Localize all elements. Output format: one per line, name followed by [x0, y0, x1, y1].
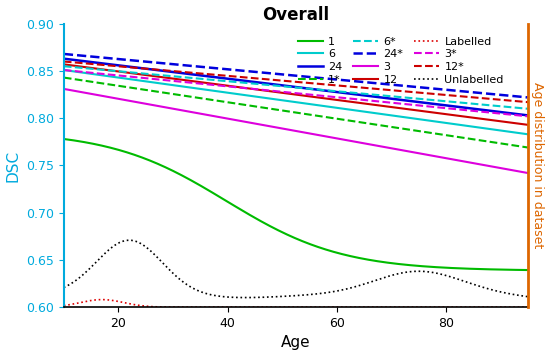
Title: Overall: Overall	[262, 6, 329, 23]
X-axis label: Age: Age	[281, 335, 311, 350]
Y-axis label: DSC: DSC	[6, 150, 20, 182]
Legend: 1, 6, 24, 1*, 6*, 24*, 3, 12, Labelled, 3*, 12*, Unlabelled: 1, 6, 24, 1*, 6*, 24*, 3, 12, Labelled, …	[294, 32, 508, 89]
Y-axis label: Age distribution in dataset: Age distribution in dataset	[531, 82, 544, 248]
